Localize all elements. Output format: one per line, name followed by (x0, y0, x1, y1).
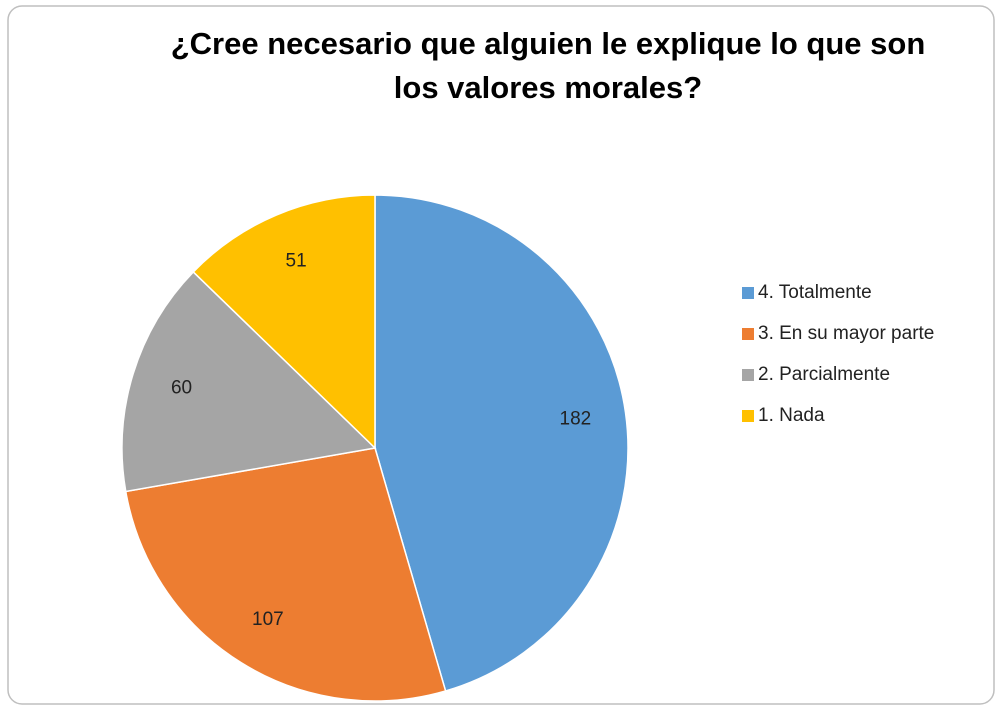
legend-swatch (742, 328, 754, 340)
pie-slice (124, 447, 447, 702)
legend-swatch (742, 410, 754, 422)
legend-label: 1. Nada (758, 405, 825, 426)
legend-swatch (742, 369, 754, 381)
chart-title: ¿Cree necesario que alguien le explique … (170, 26, 926, 105)
data-label: 107 (252, 609, 284, 630)
pie-slice (121, 270, 377, 493)
pie-slice (192, 194, 376, 450)
pie-slice (374, 194, 629, 692)
data-label: 60 (171, 378, 192, 399)
data-label: 51 (286, 251, 307, 272)
legend-label: 3. En su mayor parte (758, 323, 934, 344)
legend-label: 4. Totalmente (758, 282, 872, 303)
legend-label: 2. Parcialmente (758, 364, 890, 385)
data-label: 182 (560, 408, 592, 429)
legend-swatch (742, 287, 754, 299)
